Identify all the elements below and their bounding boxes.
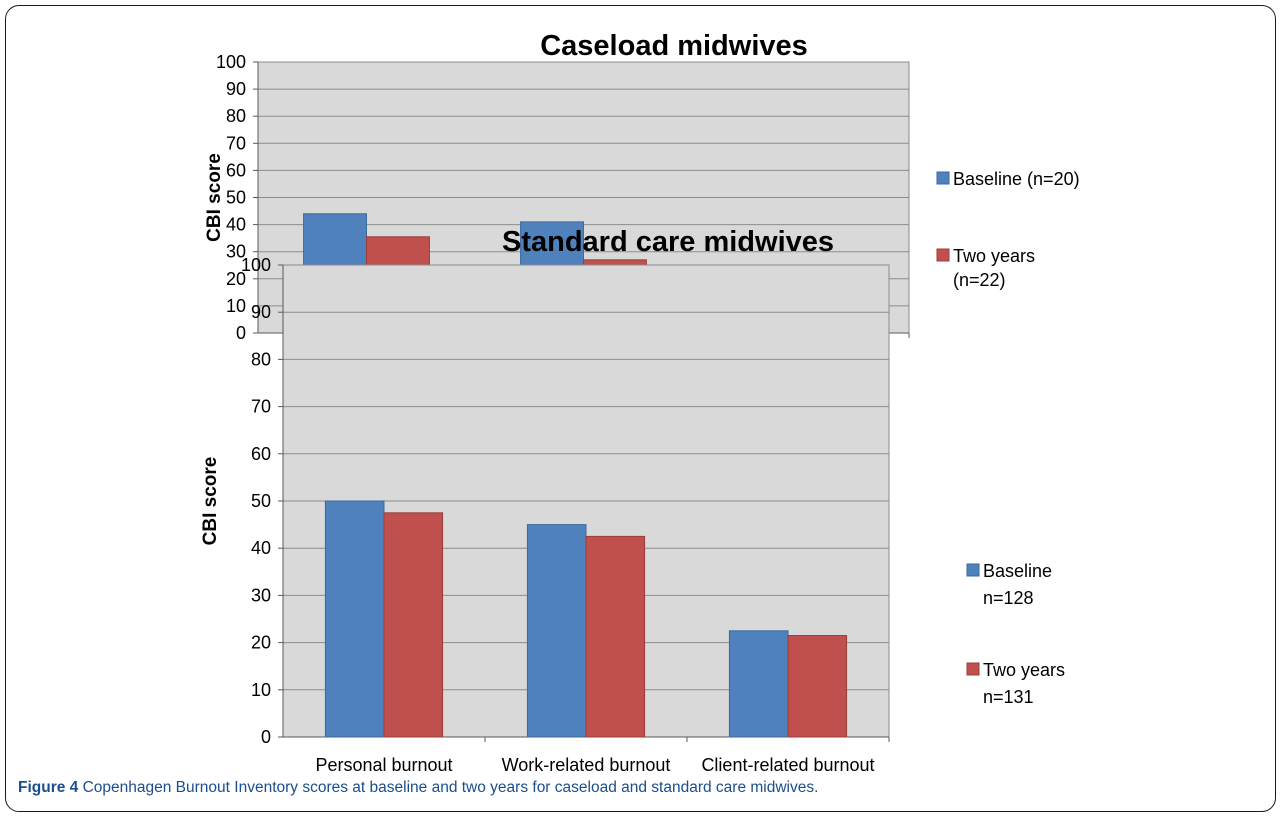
y-axis-label: CBI score (200, 457, 221, 546)
y-tick-label: 30 (251, 585, 271, 605)
legend-label: (n=22) (953, 270, 1006, 290)
bar-baseline-2 (728, 630, 789, 738)
y-tick-label: 60 (226, 160, 246, 180)
x-tick-label: Client-related burnout (701, 755, 874, 775)
x-tick-label: Work-related burnout (502, 755, 671, 775)
y-tick-label: 0 (236, 323, 246, 343)
y-tick-label: 100 (241, 255, 271, 275)
y-tick-label: 70 (226, 133, 246, 153)
y-tick-label: 90 (226, 79, 246, 99)
y-tick-label: 0 (261, 727, 271, 747)
legend-label: Two years (953, 246, 1035, 266)
y-tick-label: 50 (251, 491, 271, 511)
legend-label: n=131 (983, 687, 1034, 707)
y-axis-label: CBI score (204, 153, 225, 242)
legend-swatch (936, 171, 950, 185)
y-tick-label: 50 (226, 188, 246, 208)
x-tick-label: Personal burnout (315, 755, 452, 775)
y-tick-label: 30 (226, 242, 246, 262)
bar-two-years-0 (383, 512, 444, 738)
y-tick-label: 20 (251, 633, 271, 653)
legend-label: Baseline (n=20) (953, 169, 1080, 189)
y-tick-label: 80 (251, 349, 271, 369)
y-tick-label: 60 (251, 444, 271, 464)
y-tick-label: 40 (251, 538, 271, 558)
bar-baseline-0 (324, 500, 385, 738)
figure-frame (5, 5, 1276, 812)
y-tick-label: 10 (251, 680, 271, 700)
legend-swatch (966, 662, 980, 676)
legend-label: Two years (983, 660, 1065, 680)
y-tick-label: 100 (216, 52, 246, 72)
chart-title: Caseload midwives (540, 30, 808, 62)
bar-baseline-1 (526, 524, 587, 738)
y-tick-label: 90 (251, 302, 271, 322)
bar-two-years-2 (787, 635, 848, 738)
bar-two-years-1 (585, 535, 646, 738)
legend-label: n=128 (983, 588, 1034, 608)
figure-caption-label: Figure 4 (18, 779, 79, 796)
legend-swatch (936, 248, 950, 262)
y-tick-label: 70 (251, 397, 271, 417)
y-tick-label: 80 (226, 106, 246, 126)
y-tick-label: 20 (226, 269, 246, 289)
y-tick-label: 10 (226, 296, 246, 316)
y-tick-label: 40 (226, 215, 246, 235)
legend-label: Baseline (983, 561, 1052, 581)
figure-caption-text: Copenhagen Burnout Inventory scores at b… (78, 779, 819, 796)
chart-title: Standard care midwives (502, 226, 834, 258)
figure-caption: Figure 4 Copenhagen Burnout Inventory sc… (18, 779, 818, 797)
legend-swatch (966, 563, 980, 577)
